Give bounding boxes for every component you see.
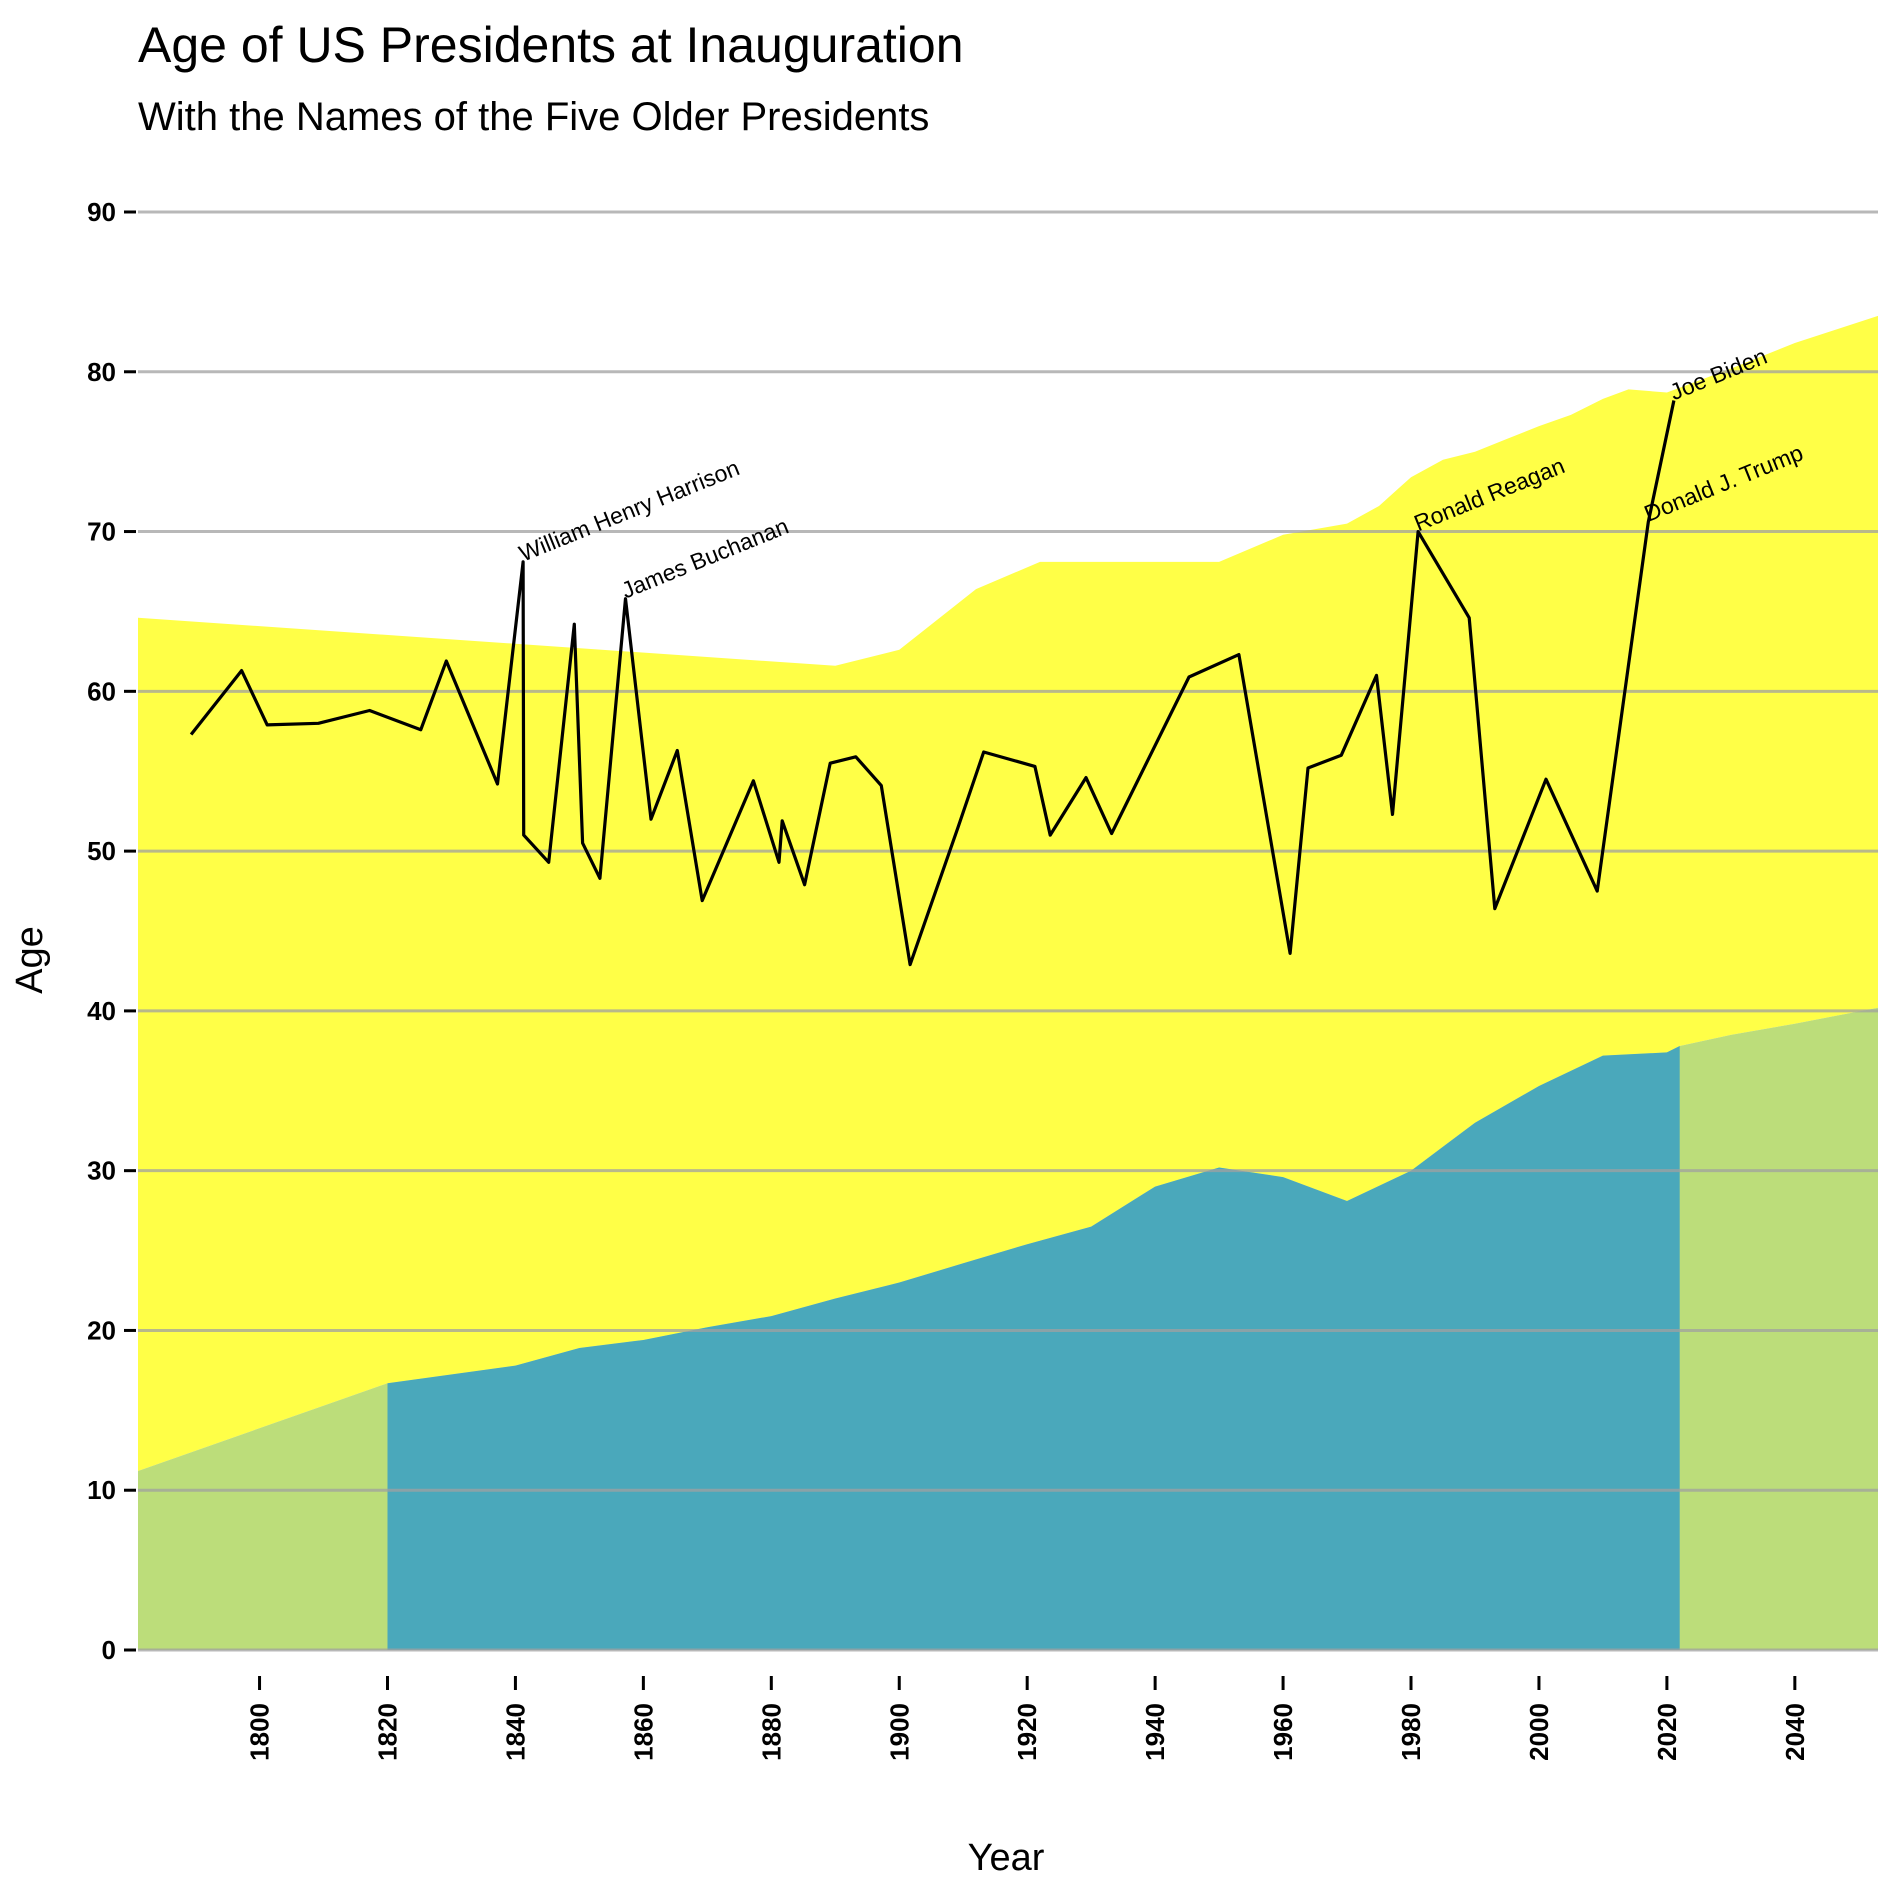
lower-band-highlight-area <box>387 1046 1680 1650</box>
y-axis: 0 10 20 30 40 50 60 70 80 90 <box>87 197 136 1665</box>
x-tick-label-2020: 2020 <box>1652 1703 1682 1761</box>
x-tick-label-1800: 1800 <box>245 1703 275 1761</box>
x-tick-label-1860: 1860 <box>628 1703 658 1761</box>
y-tick-label-70: 70 <box>87 517 116 547</box>
y-tick-label-20: 20 <box>87 1315 116 1345</box>
y-tick-label-80: 80 <box>87 357 116 387</box>
series-layer <box>189 400 1676 967</box>
x-tick-label-2040: 2040 <box>1780 1703 1810 1761</box>
upper-band-area <box>138 315 1878 1471</box>
y-tick-label-10: 10 <box>87 1475 116 1505</box>
y-tick-label-90: 90 <box>87 197 116 227</box>
plot-areas <box>138 315 1878 1650</box>
x-tick-label-1940: 1940 <box>1140 1703 1170 1761</box>
x-tick-label-1840: 1840 <box>500 1703 530 1761</box>
y-tick-label-40: 40 <box>87 996 116 1026</box>
chart-title: Age of US Presidents at Inauguration <box>138 17 964 73</box>
chart-subtitle: With the Names of the Five Older Preside… <box>138 95 929 139</box>
age-line-series-0 <box>189 400 1676 967</box>
x-tick-label-1820: 1820 <box>373 1703 403 1761</box>
x-tick-label-1920: 1920 <box>1012 1703 1042 1761</box>
x-tick-label-1900: 1900 <box>884 1703 914 1761</box>
x-axis-title: Year <box>968 1837 1045 1879</box>
y-tick-label-0: 0 <box>102 1635 116 1665</box>
y-axis-title: Age <box>9 926 51 994</box>
annotation-label-1: James Buchanan <box>618 513 793 604</box>
x-axis: 1800 1820 1840 1860 1880 1900 1920 1940 1960 1980… <box>245 1676 1810 1761</box>
x-tick-label-1980: 1980 <box>1396 1703 1426 1761</box>
x-tick-label-2000: 2000 <box>1524 1703 1554 1761</box>
y-tick-label-30: 30 <box>87 1156 116 1186</box>
gridlines <box>138 210 1878 1652</box>
x-tick-label-1880: 1880 <box>756 1703 786 1761</box>
x-tick-label-1960: 1960 <box>1268 1703 1298 1761</box>
y-tick-label-60: 60 <box>87 676 116 706</box>
y-tick-label-50: 50 <box>87 836 116 866</box>
